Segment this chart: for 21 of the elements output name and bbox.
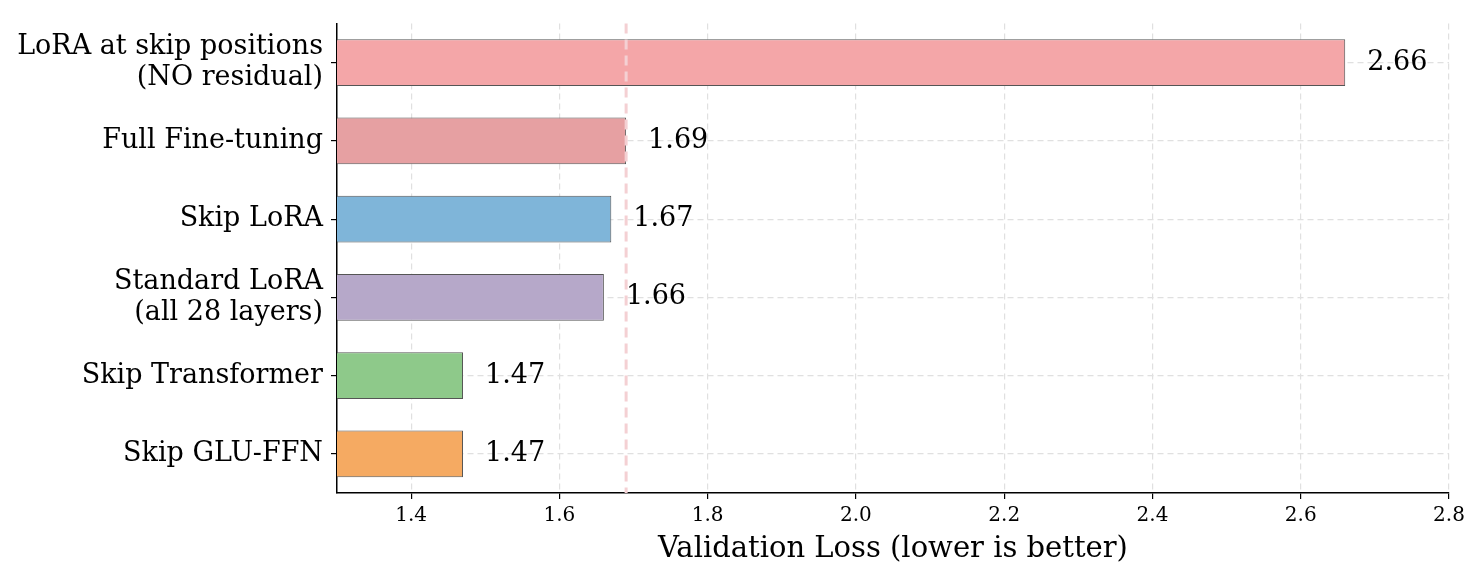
data-label: 1.47 xyxy=(485,435,546,467)
x-tick-label: 2.4 xyxy=(1136,502,1169,527)
y-tick-label: Skip Transformer xyxy=(81,357,324,389)
data-label: 1.66 xyxy=(625,279,687,311)
y-tick-label: Skip GLU-FFN xyxy=(123,435,323,467)
x-tick-label: 1.6 xyxy=(543,502,576,527)
x-tick-label: 2.8 xyxy=(1433,502,1465,527)
x-axis-title: Validation Loss (lower is better) xyxy=(657,530,1128,565)
data-label: 1.47 xyxy=(485,357,546,389)
y-tick-label: Standard LoRA (all 28 layers) xyxy=(114,263,324,326)
y-tick-label: LoRA at skip positions (NO residual) xyxy=(17,29,323,92)
data-label: 2.66 xyxy=(1367,44,1428,76)
x-tick-label: 2.2 xyxy=(988,502,1021,527)
x-tick-label: 1.8 xyxy=(691,502,724,527)
x-tick-label: 2.6 xyxy=(1284,502,1317,527)
y-tick-label: Full Fine-tuning xyxy=(102,122,323,154)
data-label: 1.67 xyxy=(633,201,694,233)
x-tick-label: 2.0 xyxy=(840,502,872,527)
y-tick-label: Skip LoRA xyxy=(179,201,324,233)
x-tick-label: 1.4 xyxy=(395,502,428,527)
data-label: 1.69 xyxy=(648,122,709,154)
